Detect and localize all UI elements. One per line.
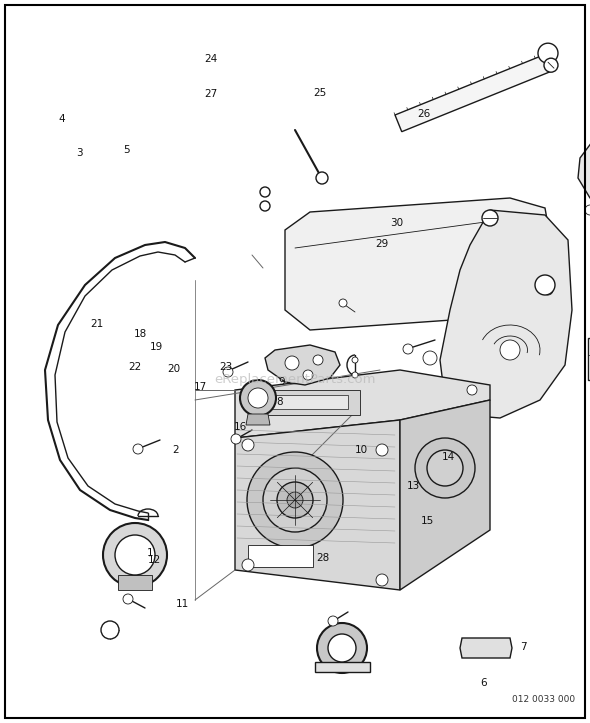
- Circle shape: [263, 468, 327, 532]
- Text: 26: 26: [417, 109, 430, 119]
- Polygon shape: [246, 414, 270, 425]
- Text: 25: 25: [313, 87, 326, 98]
- Circle shape: [544, 58, 558, 72]
- Circle shape: [423, 351, 437, 365]
- Circle shape: [328, 634, 356, 662]
- Text: 19: 19: [150, 342, 163, 352]
- Circle shape: [585, 205, 590, 215]
- Text: 22: 22: [128, 362, 141, 372]
- Circle shape: [467, 385, 477, 395]
- Circle shape: [242, 559, 254, 571]
- Circle shape: [482, 210, 498, 226]
- Circle shape: [313, 355, 323, 365]
- Circle shape: [115, 535, 155, 575]
- Text: 10: 10: [355, 445, 368, 455]
- Circle shape: [101, 621, 119, 639]
- Circle shape: [376, 574, 388, 586]
- Text: 012 0033 000: 012 0033 000: [512, 696, 575, 704]
- Text: 12: 12: [148, 555, 161, 565]
- Polygon shape: [235, 420, 400, 590]
- Circle shape: [535, 275, 555, 295]
- Text: 8: 8: [276, 397, 283, 407]
- Circle shape: [316, 172, 328, 184]
- Circle shape: [376, 444, 388, 456]
- Text: 13: 13: [407, 481, 419, 491]
- Circle shape: [103, 523, 167, 587]
- Bar: [248, 545, 313, 567]
- Polygon shape: [578, 138, 590, 205]
- Circle shape: [427, 450, 463, 486]
- Polygon shape: [440, 210, 572, 418]
- Text: 16: 16: [234, 422, 247, 432]
- Polygon shape: [118, 575, 152, 590]
- Text: eReplacementParts.com: eReplacementParts.com: [214, 374, 376, 387]
- Circle shape: [231, 434, 241, 444]
- Circle shape: [287, 492, 303, 508]
- Circle shape: [415, 438, 475, 498]
- Circle shape: [543, 285, 553, 295]
- Text: 1: 1: [147, 548, 154, 558]
- Circle shape: [123, 594, 133, 604]
- Circle shape: [352, 357, 358, 363]
- Text: 17: 17: [194, 382, 207, 392]
- Polygon shape: [395, 54, 555, 132]
- Text: 29: 29: [376, 239, 389, 249]
- Text: 3: 3: [76, 148, 83, 158]
- Text: 2: 2: [172, 445, 179, 455]
- Circle shape: [133, 444, 143, 454]
- Text: 11: 11: [176, 599, 189, 609]
- Bar: [260, 390, 360, 415]
- Circle shape: [297, 368, 307, 378]
- Text: 20: 20: [168, 364, 181, 374]
- Text: 4: 4: [58, 114, 65, 124]
- Bar: [272, 395, 348, 409]
- Text: 14: 14: [442, 452, 455, 462]
- Circle shape: [248, 388, 268, 408]
- Circle shape: [317, 623, 367, 673]
- Polygon shape: [265, 345, 340, 385]
- Text: 23: 23: [219, 362, 232, 372]
- Circle shape: [328, 616, 338, 626]
- Text: 18: 18: [134, 329, 147, 339]
- Circle shape: [538, 43, 558, 63]
- Text: 7: 7: [520, 642, 527, 652]
- Text: 15: 15: [421, 515, 434, 526]
- Polygon shape: [285, 198, 548, 330]
- Circle shape: [260, 187, 270, 197]
- Text: 24: 24: [205, 54, 218, 64]
- Circle shape: [352, 372, 358, 378]
- Text: 30: 30: [390, 218, 403, 228]
- Circle shape: [242, 439, 254, 451]
- Circle shape: [247, 452, 343, 548]
- Circle shape: [240, 380, 276, 416]
- Polygon shape: [460, 638, 512, 658]
- Polygon shape: [235, 370, 490, 438]
- Text: 21: 21: [91, 319, 104, 329]
- Text: 28: 28: [317, 553, 330, 563]
- Circle shape: [303, 370, 313, 380]
- Text: 6: 6: [480, 678, 487, 688]
- Polygon shape: [400, 400, 490, 590]
- Text: 27: 27: [205, 89, 218, 99]
- Text: 9: 9: [278, 377, 286, 387]
- Bar: [588, 338, 590, 380]
- Circle shape: [223, 367, 233, 377]
- Circle shape: [339, 299, 347, 307]
- Circle shape: [403, 344, 413, 354]
- Circle shape: [260, 201, 270, 211]
- Circle shape: [285, 356, 299, 370]
- Text: 5: 5: [123, 145, 130, 155]
- Circle shape: [500, 340, 520, 360]
- Circle shape: [277, 482, 313, 518]
- Polygon shape: [315, 662, 370, 672]
